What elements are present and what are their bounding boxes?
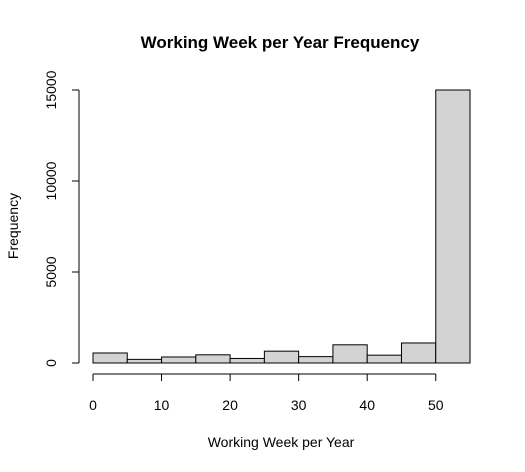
- x-tick-label-2: 20: [222, 397, 238, 413]
- bar-9: [400, 342, 437, 364]
- x-tick-label-3: 30: [291, 397, 307, 413]
- bar-7: [332, 344, 368, 364]
- y-axis: 0 5000 10000 15000: [43, 70, 80, 367]
- bar-8: [366, 354, 402, 364]
- bar-3: [195, 354, 231, 364]
- bar-2: [161, 356, 197, 364]
- x-tick-label-0: 0: [89, 397, 97, 413]
- bar-5: [263, 350, 300, 364]
- x-tick-label-4: 40: [359, 397, 375, 413]
- x-tick-label-1: 10: [154, 397, 170, 413]
- y-axis-label: Frequency: [5, 193, 21, 259]
- bar-1: [126, 358, 163, 364]
- bar-4: [229, 357, 265, 364]
- bar-10: [435, 89, 471, 364]
- bar-6: [298, 356, 334, 364]
- y-tick-label-3: 15000: [43, 70, 59, 109]
- x-axis: 0 10 20 30 40 50: [89, 373, 444, 413]
- x-axis-label: Working Week per Year: [208, 434, 355, 450]
- y-tick-label-2: 10000: [43, 161, 59, 200]
- bar-0: [92, 352, 128, 364]
- chart-title: Working Week per Year Frequency: [141, 33, 420, 52]
- x-tick-label-5: 50: [428, 397, 444, 413]
- y-tick-label-1: 5000: [43, 256, 59, 287]
- y-tick-label-0: 0: [43, 359, 59, 367]
- bars-group: [92, 89, 471, 364]
